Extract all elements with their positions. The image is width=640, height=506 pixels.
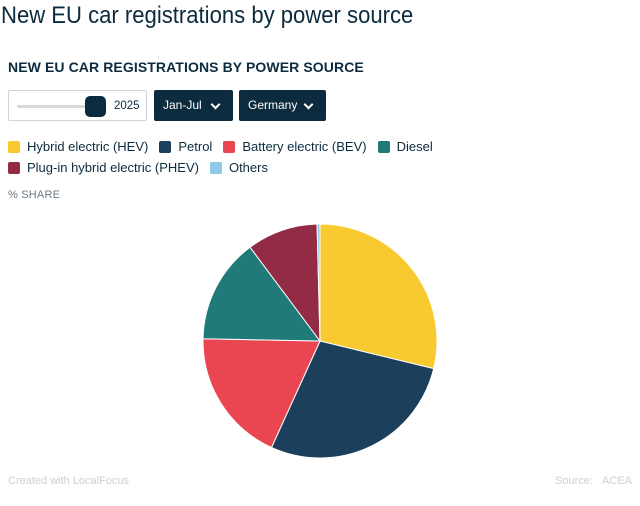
legend-swatch — [209, 161, 222, 174]
country-dropdown[interactable]: Germany — [239, 90, 326, 121]
legend-item-diesel[interactable]: Diesel — [377, 138, 433, 155]
pie-slice-battery-electric-bev[interactable] — [202, 338, 321, 449]
year-slider-track[interactable] — [17, 105, 89, 108]
year-slider[interactable]: 2025 — [8, 90, 147, 121]
legend-swatch — [223, 140, 236, 153]
pie-slice-others[interactable] — [316, 223, 321, 342]
legend-item-others[interactable]: Others — [209, 159, 268, 176]
source-note: Source: ACEA — [555, 475, 632, 487]
pie-slice-diesel[interactable] — [202, 246, 322, 342]
period-dropdown[interactable]: Jan-Jul — [154, 90, 233, 121]
chart-title: NEW EU CAR REGISTRATIONS BY POWER SOURCE — [8, 59, 364, 75]
year-slider-value: 2025 — [114, 100, 140, 112]
legend-label: Diesel — [396, 139, 433, 154]
pie-slice-petrol[interactable] — [270, 340, 435, 459]
legend-swatch — [377, 140, 390, 153]
legend-label: Battery electric (BEV) — [242, 139, 367, 154]
legend-label: Hybrid electric (HEV) — [27, 139, 149, 154]
legend-item-hev[interactable]: Hybrid electric (HEV) — [8, 138, 148, 155]
legend-swatch — [159, 140, 172, 153]
credit-text[interactable]: Created with LocalFocus — [8, 475, 130, 487]
period-dropdown-label: Jan-Jul — [163, 98, 202, 112]
legend-item-petrol[interactable]: Petrol — [159, 138, 212, 155]
country-dropdown-label: Germany — [248, 98, 298, 112]
unit-label: % SHARE — [8, 189, 61, 201]
source-label: Source: — [555, 475, 593, 487]
legend-item-phev[interactable]: Plug-in hybrid electric (PHEV) — [8, 159, 199, 176]
legend-label: Petrol — [178, 139, 213, 154]
year-slider-thumb[interactable] — [85, 96, 106, 117]
legend-label: Plug-in hybrid electric (PHEV) — [27, 160, 199, 175]
legend-label: Others — [228, 160, 268, 175]
source-value[interactable]: ACEA — [602, 475, 632, 487]
legend-swatch — [8, 161, 20, 174]
legend-item-bev[interactable]: Battery electric (BEV) — [223, 138, 367, 155]
pie-slice-hybrid-electric-hev[interactable] — [319, 223, 438, 370]
legend-swatch — [8, 140, 20, 153]
page-title: New EU car registrations by power source — [1, 2, 414, 29]
chart-legend: Hybrid electric (HEV) Petrol Battery ele… — [8, 138, 632, 176]
